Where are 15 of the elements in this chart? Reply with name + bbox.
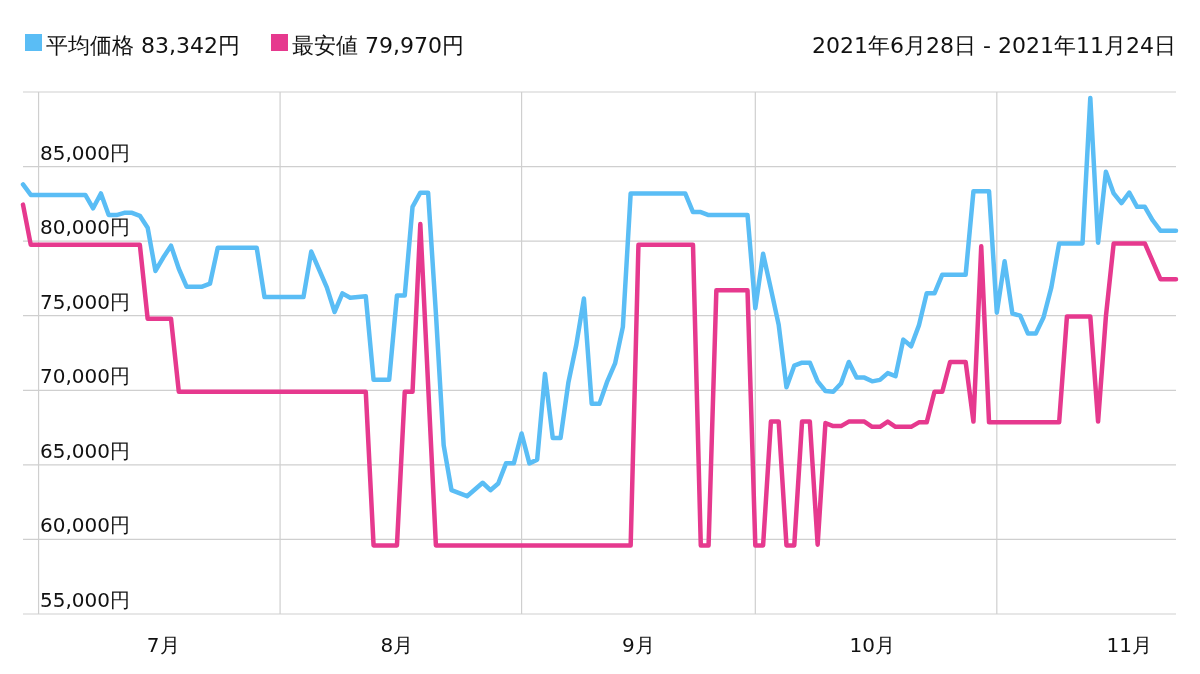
x-tick-label: 9月 bbox=[622, 633, 655, 657]
x-tick-label: 10月 bbox=[849, 633, 895, 657]
y-tick-label: 60,000円 bbox=[40, 513, 130, 538]
chart-subtitle: 2021年6月28日 - 2021年11月24日 bbox=[812, 33, 1176, 58]
y-tick-label: 80,000円 bbox=[40, 215, 130, 240]
y-tick-label: 65,000円 bbox=[40, 438, 130, 463]
y-tick-label: 55,000円 bbox=[40, 588, 130, 612]
x-tick-label: 7月 bbox=[146, 633, 180, 657]
y-tick-label: 75,000円 bbox=[40, 289, 130, 314]
legend-label: 最安値 79,970円 bbox=[291, 33, 464, 58]
y-tick-label: 85,000円 bbox=[40, 140, 130, 165]
legend-label: 平均価格 83,342円 bbox=[46, 33, 240, 58]
x-tick-label: 11月 bbox=[1106, 633, 1152, 657]
y-tick-label: 70,000円 bbox=[40, 364, 130, 389]
x-tick-label: 8月 bbox=[380, 633, 414, 657]
